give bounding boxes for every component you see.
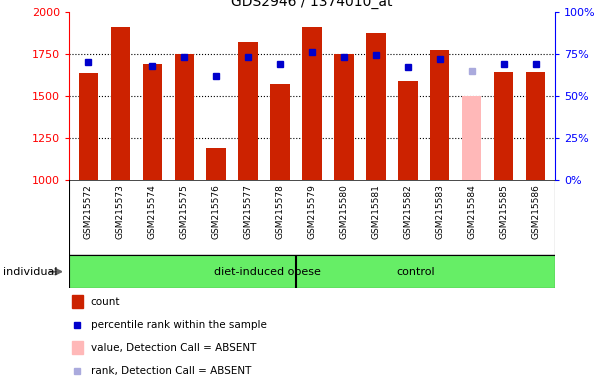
Bar: [238, 42, 257, 180]
Text: GSM215583: GSM215583: [436, 184, 445, 239]
Text: count: count: [91, 297, 121, 307]
Text: GSM215580: GSM215580: [340, 184, 349, 239]
Text: GSM215577: GSM215577: [244, 184, 253, 239]
Text: value, Detection Call = ABSENT: value, Detection Call = ABSENT: [91, 343, 256, 353]
Text: GSM215578: GSM215578: [275, 184, 284, 239]
Text: GSM215573: GSM215573: [116, 184, 125, 239]
Text: GSM215574: GSM215574: [148, 184, 157, 239]
Text: GSM215576: GSM215576: [212, 184, 221, 239]
Bar: [143, 64, 162, 180]
Text: control: control: [397, 266, 435, 277]
Bar: [79, 73, 98, 180]
Text: rank, Detection Call = ABSENT: rank, Detection Call = ABSENT: [91, 366, 251, 376]
Bar: [398, 81, 418, 180]
Text: GSM215575: GSM215575: [179, 184, 188, 239]
Bar: [296, 255, 555, 288]
Bar: [175, 54, 194, 180]
Bar: [334, 54, 353, 180]
Bar: [271, 84, 290, 180]
Bar: [206, 147, 226, 180]
Text: GSM215582: GSM215582: [403, 184, 412, 239]
Text: GSM215579: GSM215579: [308, 184, 317, 239]
Text: individual: individual: [3, 266, 58, 277]
Bar: [302, 27, 322, 180]
Bar: [72, 295, 83, 308]
Text: GSM215572: GSM215572: [83, 184, 92, 239]
Text: diet-induced obese: diet-induced obese: [214, 266, 320, 277]
Text: GSM215586: GSM215586: [532, 184, 541, 239]
Bar: [69, 255, 299, 288]
Bar: [430, 50, 449, 180]
Bar: [462, 96, 481, 180]
Title: GDS2946 / 1374010_at: GDS2946 / 1374010_at: [231, 0, 393, 9]
Bar: [110, 27, 130, 180]
Text: GSM215585: GSM215585: [499, 184, 508, 239]
Text: percentile rank within the sample: percentile rank within the sample: [91, 320, 267, 330]
Bar: [367, 33, 386, 180]
Text: GSM215581: GSM215581: [371, 184, 380, 239]
Text: GSM215584: GSM215584: [467, 184, 476, 239]
Bar: [72, 341, 83, 354]
Bar: [494, 71, 514, 180]
Bar: [526, 71, 545, 180]
